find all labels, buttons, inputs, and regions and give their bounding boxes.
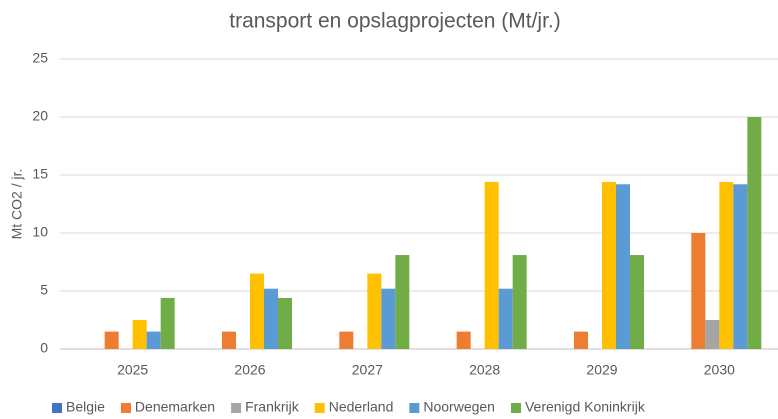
x-tick-label: 2028 [469, 362, 500, 378]
legend-label: Nederland [329, 399, 394, 415]
x-tick-label: 2025 [117, 362, 148, 378]
x-tick-label: 2030 [704, 362, 735, 378]
legend-swatch [510, 403, 521, 413]
bar [395, 255, 410, 349]
legend-swatch [52, 403, 62, 413]
y-tick-label: 15 [32, 166, 48, 182]
legend-label: Denemarken [135, 399, 215, 415]
legend-label: Frankrijk [245, 399, 300, 415]
bar [264, 288, 278, 349]
y-tick-label: 25 [32, 50, 48, 66]
chart-title: transport en opslagprojecten (Mt/jr.) [229, 10, 561, 33]
y-tick-label: 20 [32, 108, 48, 124]
legend-swatch [120, 403, 131, 413]
bar [367, 273, 382, 349]
bar [498, 288, 513, 349]
bar [250, 273, 264, 349]
bar [691, 233, 706, 349]
bar [719, 181, 734, 349]
bar [602, 181, 616, 349]
legend-label: Verenigd Koninkrijk [525, 399, 646, 415]
bar [278, 297, 292, 349]
y-tick-label: 10 [32, 224, 48, 240]
bar [381, 288, 396, 349]
bar [146, 331, 161, 349]
x-tick-label: 2029 [586, 362, 617, 378]
legend-swatch [314, 403, 325, 413]
bar [733, 184, 748, 349]
bar [132, 320, 147, 349]
legend-label: Belgie [66, 399, 105, 415]
legend-swatch [231, 403, 242, 413]
bar [512, 255, 527, 349]
x-tick-label: 2026 [234, 362, 265, 378]
bar [456, 331, 471, 349]
bar [339, 331, 354, 349]
bar [222, 331, 236, 349]
bar [705, 320, 720, 349]
bar [630, 255, 644, 349]
bar [616, 184, 630, 349]
bar [747, 117, 762, 349]
y-axis-label: Mt CO2 / jr. [9, 169, 25, 240]
y-tick-label: 5 [40, 282, 48, 298]
bar [484, 181, 499, 349]
legend-label: Noorwegen [423, 399, 495, 415]
bar [574, 331, 588, 349]
x-tick-label: 2027 [352, 362, 383, 378]
y-tick-label: 0 [40, 340, 48, 356]
legend-swatch [409, 403, 420, 413]
bar [160, 297, 175, 349]
bar [104, 331, 119, 349]
